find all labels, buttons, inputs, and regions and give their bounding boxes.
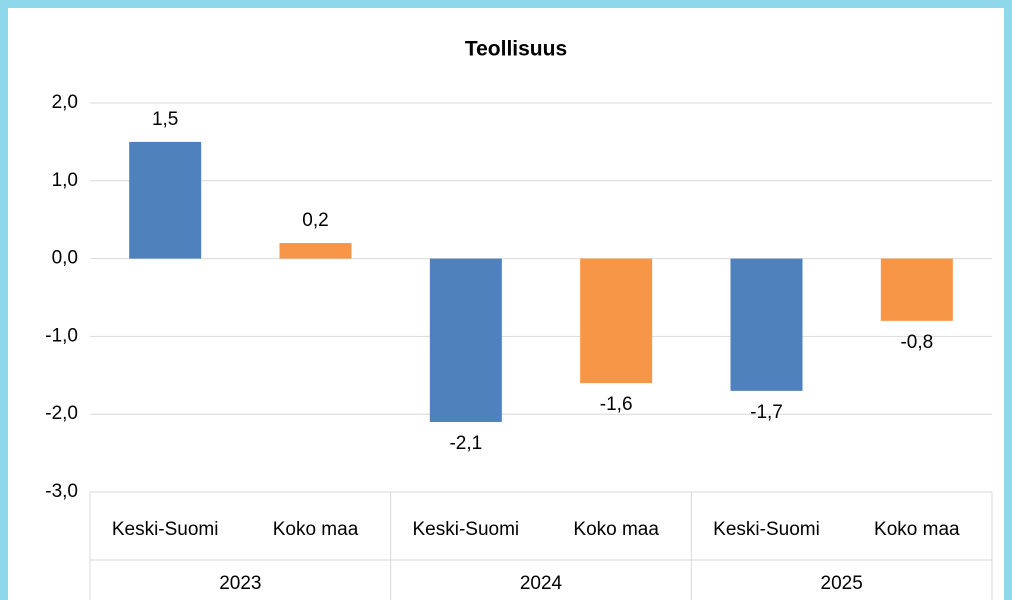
data-label: -2,1 (449, 433, 482, 454)
y-tick-label: 2,0 (52, 92, 78, 113)
group-label: 2023 (219, 573, 261, 594)
x-tick-label: Koko maa (273, 519, 359, 540)
y-tick-label: 1,0 (52, 170, 78, 191)
data-label: -1,7 (750, 402, 783, 423)
bar (580, 258, 653, 384)
bar (880, 258, 953, 321)
data-label: 1,5 (152, 109, 178, 130)
x-tick-label: Keski-Suomi (413, 519, 520, 540)
bar (429, 258, 502, 422)
y-tick-label: 0,0 (52, 248, 78, 269)
y-tick-label: -3,0 (45, 481, 78, 502)
bar (279, 243, 352, 259)
y-tick-label: -2,0 (45, 403, 78, 424)
x-tick-label: Keski-Suomi (112, 519, 219, 540)
data-label: 0,2 (302, 210, 328, 231)
x-tick-label: Keski-Suomi (713, 519, 820, 540)
data-label: -0,8 (900, 332, 933, 353)
group-label: 2024 (520, 573, 563, 594)
x-tick-label: Koko maa (874, 519, 960, 540)
bar (129, 141, 202, 259)
x-tick-label: Koko maa (573, 519, 659, 540)
chart-title: Teollisuus (465, 38, 567, 61)
group-label: 2025 (821, 573, 863, 594)
chart-area (8, 8, 1004, 600)
bar (730, 258, 803, 391)
y-tick-label: -1,0 (45, 325, 78, 346)
data-label: -1,6 (600, 394, 633, 415)
